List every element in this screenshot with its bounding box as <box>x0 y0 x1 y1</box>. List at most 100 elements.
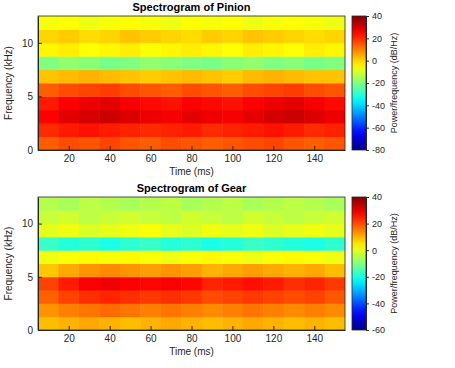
colorbar-tick-mark <box>366 38 369 39</box>
cell <box>263 29 284 43</box>
colorbar-tick-mark <box>366 150 369 151</box>
cell <box>304 277 325 291</box>
x-tick: 120 <box>266 326 283 344</box>
cell <box>161 70 182 84</box>
cell <box>263 83 284 97</box>
panel: 204060801001201400510Spectrogram of Pini… <box>3 1 399 177</box>
cell <box>38 224 59 238</box>
cell <box>161 303 182 317</box>
colorbar-tick-mark <box>366 83 369 84</box>
cell <box>120 123 141 137</box>
colorbar-axis: -60-40-2002040 <box>366 192 385 335</box>
colorbar-tick: 40 <box>366 192 382 202</box>
cell <box>202 303 223 317</box>
cell <box>161 83 182 97</box>
cell <box>304 123 325 137</box>
cell <box>181 123 202 137</box>
cell <box>222 123 243 137</box>
colorbar-tick-mark <box>366 224 369 225</box>
y-tick-label: 5 <box>27 272 33 283</box>
cell <box>325 197 345 211</box>
cell <box>120 137 141 150</box>
cell <box>38 29 59 43</box>
cell <box>38 317 59 330</box>
cell <box>304 70 325 84</box>
cell <box>263 250 284 264</box>
cell <box>140 317 161 330</box>
cell <box>58 224 79 238</box>
cell <box>181 277 202 291</box>
cell <box>263 197 284 211</box>
x-tick-mark <box>314 326 315 330</box>
cell <box>140 197 161 211</box>
colorbar-tick-label: 40 <box>372 11 382 21</box>
cell <box>243 303 264 317</box>
cell <box>304 29 325 43</box>
cell <box>222 277 243 291</box>
cell <box>243 277 264 291</box>
cell <box>284 16 305 30</box>
cell <box>58 197 79 211</box>
cell <box>140 96 161 110</box>
cell <box>99 237 120 251</box>
cell <box>99 137 120 150</box>
x-tick-mark <box>151 326 152 330</box>
cell <box>325 16 345 30</box>
colorbar-tick: -20 <box>366 272 385 282</box>
cell <box>222 29 243 43</box>
cell <box>325 29 345 43</box>
cell <box>38 110 59 124</box>
cell <box>140 123 161 137</box>
cell <box>304 317 325 330</box>
cell <box>222 210 243 224</box>
cell <box>120 277 141 291</box>
cell <box>79 237 100 251</box>
cell <box>243 43 264 57</box>
colorbar-tick: -20 <box>366 78 385 88</box>
cell <box>304 250 325 264</box>
cell <box>38 237 59 251</box>
y-tick-label: 10 <box>22 38 34 49</box>
cell <box>58 277 79 291</box>
cell <box>325 43 345 57</box>
cell <box>284 277 305 291</box>
cell <box>222 290 243 304</box>
cell <box>202 197 223 211</box>
cell <box>161 123 182 137</box>
cell <box>161 250 182 264</box>
x-tick: 100 <box>225 146 242 164</box>
cell <box>243 250 264 264</box>
cell <box>202 123 223 137</box>
cell <box>222 83 243 97</box>
cell <box>222 137 243 150</box>
colorbar <box>352 197 366 330</box>
x-tick: 80 <box>186 146 198 164</box>
colorbar-axis: -80-60-40-2002040 <box>366 11 385 155</box>
cell <box>304 83 325 97</box>
x-axis-title: Time (ms) <box>169 166 214 177</box>
cell <box>99 123 120 137</box>
cell <box>263 137 284 150</box>
cell <box>243 224 264 238</box>
x-tick: 140 <box>306 326 323 344</box>
cell <box>222 264 243 278</box>
cell <box>161 277 182 291</box>
cell <box>38 70 59 84</box>
colorbar-tick: -60 <box>366 325 385 335</box>
cell <box>284 70 305 84</box>
x-tick-label: 40 <box>105 333 117 344</box>
x-tick: 60 <box>146 326 158 344</box>
cell <box>202 277 223 291</box>
x-tick-mark <box>232 326 233 330</box>
cell <box>243 16 264 30</box>
x-tick-label: 80 <box>186 153 198 164</box>
cell <box>161 29 182 43</box>
cell <box>304 210 325 224</box>
x-axis: 20406080100120140 <box>39 146 346 164</box>
cell <box>79 250 100 264</box>
cell <box>38 96 59 110</box>
colorbar-tick-mark <box>366 61 369 62</box>
cell <box>325 277 345 291</box>
colorbar-tick-label: 20 <box>372 34 382 44</box>
colorbar-tick-label: 20 <box>372 219 382 229</box>
